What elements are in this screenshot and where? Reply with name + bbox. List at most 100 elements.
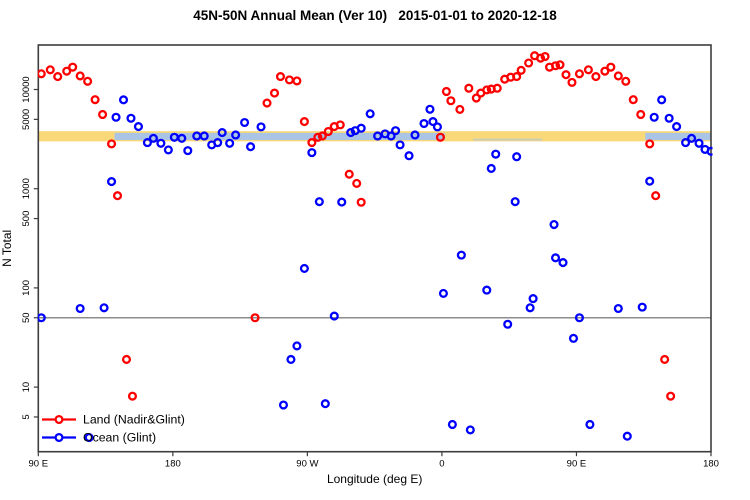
data-point [83,76,93,86]
data-point [649,112,659,122]
data-point [404,151,414,161]
data-point [314,197,324,207]
data-point [45,65,55,75]
plot-border [37,44,712,453]
y-tick-label: 50 [21,312,32,323]
data-point [491,149,501,159]
data-point [628,95,638,105]
data-point [651,191,661,201]
x-tick-label: 90 W [296,459,318,470]
data-point [278,400,289,410]
data-point [68,62,78,72]
data-point [540,51,550,62]
data-point [127,391,138,401]
data-point [432,122,442,132]
data-point [568,333,579,343]
data-point [346,128,356,138]
data-point [446,96,456,106]
y-tick-label: 5 [21,414,32,419]
data-point [262,98,272,108]
data-point [574,313,584,323]
data-point [225,138,235,148]
data-point [329,311,339,321]
y-tick-label: 5000 [21,109,32,130]
data-point [549,220,559,230]
data-point [471,93,481,103]
blue-reference-band [114,132,445,140]
data-point [307,137,317,148]
data-point [510,197,520,207]
data-point [613,303,623,314]
data-point [112,191,123,201]
data-point [183,146,193,156]
data-point [657,95,667,105]
data-point [284,75,294,85]
x-tick-label: 90 E [567,459,587,470]
data-point [622,431,632,441]
data-point [84,433,94,443]
data-point [536,53,546,63]
data-point [503,319,513,329]
data-point [275,72,286,82]
data-point [664,113,674,123]
data-point [395,140,405,150]
data-point [574,69,584,79]
legend-label: Ocean (Glint) [83,431,156,445]
data-point [344,169,354,179]
data-point [410,130,420,140]
legend-marker [54,432,64,443]
data-point [98,109,108,120]
data-point [645,139,655,149]
data-point [106,139,117,149]
chart-title: 45N-50N Annual Mean (Ver 10) 2015-01-01 … [193,8,557,23]
data-point [356,197,366,207]
data-point [356,123,366,133]
data-point [419,118,429,129]
data-point [335,120,345,130]
data-point [694,138,704,148]
x-axis-label: Longitude (deg E) [327,472,422,486]
data-point [567,77,577,87]
data-point [550,253,561,263]
y-tick-label: 100 [21,280,32,296]
data-point [435,132,445,142]
data-point [528,294,538,304]
data-point [486,163,496,174]
data-point [441,86,451,97]
data-point [456,250,466,260]
data-point [250,313,260,323]
data-point [163,145,173,155]
data-point [317,131,327,141]
data-point [177,133,187,143]
x-tick-label: 90 E [29,459,49,470]
y-axis-label: N Total [0,230,14,267]
data-point [621,76,631,86]
data-point [591,72,601,82]
data-point [386,131,396,141]
data-point [121,354,132,364]
y-tick-label: 10 [21,382,32,393]
y-tick-label: 500 [21,211,32,227]
data-point [156,138,166,148]
data-point [53,72,63,82]
data-point [118,95,129,105]
data-point [256,122,266,132]
x-tick-label: 0 [439,459,444,470]
data-point [600,66,610,76]
data-point [645,176,655,186]
data-point [516,65,526,75]
data-point [111,112,121,122]
data-point [99,303,109,313]
data-point [307,148,317,158]
blue-faint-band [473,138,543,141]
data-point [299,117,309,127]
data-point [126,113,136,123]
data-point [524,58,534,68]
data-point [681,138,691,148]
data-point [465,425,475,435]
data-point [613,71,623,81]
data-point [75,303,85,314]
data-point [75,71,85,81]
